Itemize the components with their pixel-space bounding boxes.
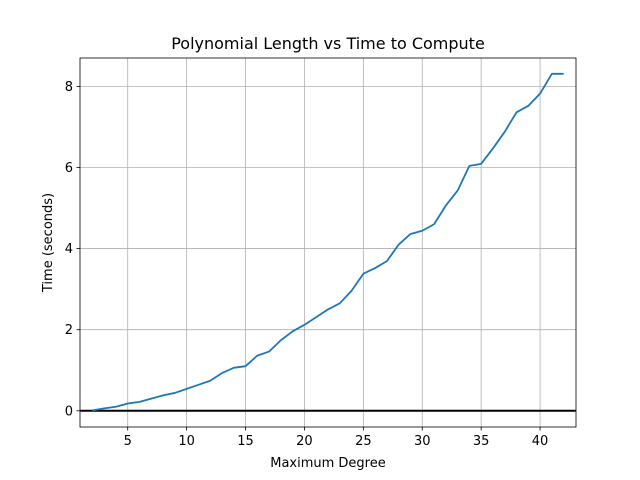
x-tick-label: 40: [532, 434, 549, 449]
data-point: [339, 302, 341, 304]
data-point: [562, 73, 564, 75]
data-point: [233, 367, 235, 369]
data-point: [115, 406, 117, 408]
chart-title: Polynomial Length vs Time to Compute: [171, 34, 485, 53]
plot-background: [80, 58, 576, 427]
data-point: [291, 330, 293, 332]
data-point: [350, 290, 352, 292]
x-tick-label: 30: [414, 434, 431, 449]
data-point: [468, 165, 470, 167]
data-point: [527, 105, 529, 107]
x-tick-label: 35: [473, 434, 490, 449]
data-point: [515, 111, 517, 113]
data-point: [174, 392, 176, 394]
data-point: [150, 397, 152, 399]
data-point: [445, 204, 447, 206]
data-point: [162, 394, 164, 396]
data-point: [551, 73, 553, 75]
data-point: [280, 339, 282, 341]
x-axis-ticks: 5 10 15 20 25 30 35 40: [124, 427, 549, 449]
x-axis-label: Maximum Degree: [270, 456, 386, 471]
data-point: [492, 147, 494, 149]
x-tick-label: 20: [296, 434, 313, 449]
data-point: [539, 92, 541, 94]
data-point: [127, 402, 129, 404]
data-point: [268, 350, 270, 352]
y-tick-label: 8: [65, 80, 73, 95]
x-tick-label: 15: [237, 434, 254, 449]
y-axis-label: Time (seconds): [41, 193, 56, 293]
y-tick-label: 4: [65, 242, 73, 257]
data-point: [185, 388, 187, 390]
data-point: [256, 354, 258, 356]
data-point: [209, 380, 211, 382]
data-point: [103, 407, 105, 409]
data-point: [197, 384, 199, 386]
series-group: [91, 72, 564, 412]
y-axis-ticks: 0 2 4 6 8: [65, 80, 80, 419]
data-point: [456, 189, 458, 191]
data-point: [138, 401, 140, 403]
y-tick-label: 2: [65, 323, 73, 338]
data-point: [221, 372, 223, 374]
data-point: [433, 223, 435, 225]
x-tick-label: 10: [178, 434, 195, 449]
data-point: [91, 409, 93, 411]
plot-area: [79, 57, 577, 428]
data-point: [421, 230, 423, 232]
x-tick-label: 25: [355, 434, 372, 449]
y-tick-label: 6: [65, 161, 73, 176]
x-tick-label: 5: [124, 434, 132, 449]
data-point: [303, 324, 305, 326]
data-point: [362, 273, 364, 275]
data-point: [397, 243, 399, 245]
x-gridlines: [127, 58, 541, 427]
data-point: [244, 365, 246, 367]
data-point: [409, 233, 411, 235]
plot-frame: [79, 57, 577, 428]
data-point: [374, 267, 376, 269]
data-point: [327, 308, 329, 310]
data-point: [315, 316, 317, 318]
data-point: [504, 131, 506, 133]
data-point: [386, 260, 388, 262]
series-line: [92, 72, 564, 412]
data-point: [480, 163, 482, 165]
y-tick-label: 0: [65, 404, 73, 419]
